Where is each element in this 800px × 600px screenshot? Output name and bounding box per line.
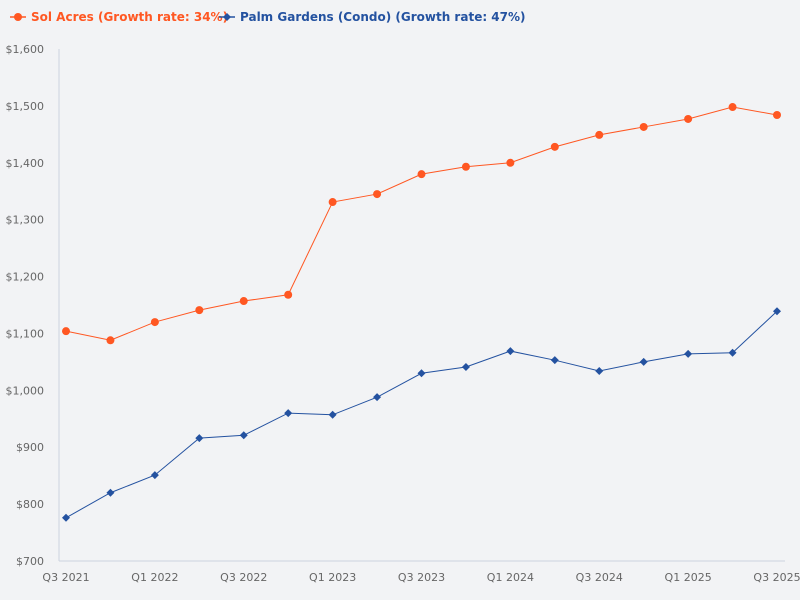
x-tick-label: Q1 2024 [487, 571, 534, 584]
legend-marker-diamond-icon [223, 13, 231, 21]
data-point[interactable] [506, 347, 515, 356]
y-axis-ticks: $700 $800 $900 $1,000 $1,100 $1,200 $1,300 $1,4… [6, 43, 45, 568]
x-tick-label: Q1 2023 [309, 571, 356, 584]
x-tick-label: Q1 2022 [131, 571, 178, 584]
data-point[interactable] [239, 297, 248, 306]
series-group [62, 103, 781, 522]
data-point[interactable] [239, 431, 248, 440]
data-point[interactable] [595, 130, 604, 139]
data-point[interactable] [150, 318, 159, 327]
x-axis-ticks: Q3 2021 Q1 2022 Q3 2022 Q1 2023 Q3 2023 Q1 20… [42, 571, 800, 584]
data-point[interactable] [106, 336, 115, 345]
y-tick-label: $1,100 [6, 327, 45, 340]
legend-item[interactable]: Sol Acres (Growth rate: 34%) [10, 10, 228, 24]
series-line [65, 106, 778, 341]
x-tick-label: Q3 2024 [576, 571, 623, 584]
y-tick-label: $1,600 [6, 43, 45, 56]
data-point[interactable] [728, 348, 737, 357]
data-point[interactable] [773, 307, 781, 316]
data-point[interactable] [62, 327, 70, 336]
x-tick-label: Q3 2023 [398, 571, 445, 584]
data-point[interactable] [506, 158, 515, 167]
y-tick-label: $900 [16, 441, 44, 454]
data-point[interactable] [150, 471, 159, 480]
data-point[interactable] [106, 488, 115, 497]
data-point[interactable] [773, 110, 781, 119]
data-point[interactable] [373, 393, 382, 402]
series-sol-acres [62, 103, 781, 345]
data-point[interactable] [417, 369, 426, 378]
x-tick-label: Q3 2025 [753, 571, 800, 584]
data-point[interactable] [728, 103, 737, 112]
legend: Sol Acres (Growth rate: 34%) Palm Gardens… [10, 10, 526, 24]
y-tick-label: $1,400 [6, 157, 45, 170]
data-point[interactable] [639, 122, 648, 131]
x-tick-label: Q3 2022 [220, 571, 267, 584]
data-point[interactable] [62, 513, 70, 522]
data-point[interactable] [417, 170, 426, 179]
data-point[interactable] [684, 114, 693, 123]
y-tick-label: $1,500 [6, 100, 45, 113]
x-tick-label: Q3 2021 [42, 571, 89, 584]
data-point[interactable] [550, 142, 559, 151]
data-point[interactable] [373, 190, 382, 199]
series-line [65, 310, 778, 519]
data-point[interactable] [328, 410, 337, 419]
data-point[interactable] [595, 366, 604, 375]
data-point[interactable] [639, 357, 648, 366]
data-point[interactable] [284, 409, 293, 418]
data-point[interactable] [461, 162, 470, 171]
series-palm-gardens [62, 307, 781, 522]
data-point[interactable] [328, 198, 337, 207]
y-tick-label: $700 [16, 555, 44, 568]
y-tick-label: $800 [16, 498, 44, 511]
data-point[interactable] [195, 306, 204, 315]
legend-item[interactable]: Palm Gardens (Condo) (Growth rate: 47%) [219, 10, 526, 24]
data-point[interactable] [684, 349, 693, 358]
legend-label: Sol Acres (Growth rate: 34%) [31, 10, 228, 24]
data-point[interactable] [284, 290, 293, 299]
data-point[interactable] [550, 356, 559, 365]
legend-marker-circle-icon [14, 13, 22, 21]
legend-label: Palm Gardens (Condo) (Growth rate: 47%) [240, 10, 526, 24]
y-tick-label: $1,000 [6, 384, 45, 397]
y-tick-label: $1,300 [6, 214, 45, 227]
y-tick-label: $1,200 [6, 271, 45, 284]
x-tick-label: Q1 2025 [665, 571, 712, 584]
data-point[interactable] [195, 434, 204, 443]
data-point[interactable] [461, 363, 470, 372]
